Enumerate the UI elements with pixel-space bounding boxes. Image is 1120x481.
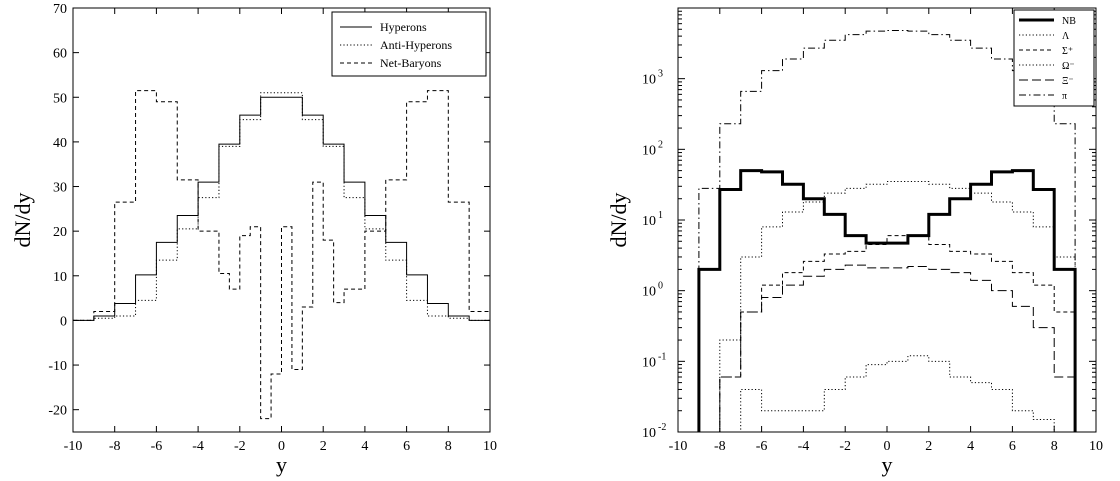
left-y-axis-label: dN/dy <box>10 193 35 248</box>
right-legend-label: Ξ⁻ <box>1062 76 1074 87</box>
left-x-tick-label: -10 <box>64 439 83 454</box>
right-x-tick-label: -2 <box>839 439 851 454</box>
left-series-line-2 <box>73 90 491 420</box>
right-series-line-5 <box>698 30 1076 432</box>
left-series <box>73 90 491 420</box>
left-y-tick-label: 20 <box>53 225 67 240</box>
right-x-tick-label: -6 <box>756 439 768 454</box>
left-x-tick-label: -8 <box>109 439 121 454</box>
right-x-axis-label: y <box>882 452 893 477</box>
right-legend-label: Λ <box>1062 31 1070 42</box>
left-y-tick-label: 0 <box>60 314 67 329</box>
left-y-tick-label: -20 <box>48 404 67 419</box>
left-legend-label: Anti-Hyperons <box>380 38 452 52</box>
left-y-tick-label: 30 <box>53 181 67 196</box>
right-legend-label: NB <box>1062 16 1076 27</box>
right-y-tick-exponent: 3 <box>658 69 663 80</box>
left-x-tick-label: 10 <box>483 439 497 454</box>
right-x-tick-label: 6 <box>1009 439 1016 454</box>
right-legend-box <box>1013 9 1095 107</box>
right-x-tick-label: 0 <box>884 439 891 454</box>
right-series-line-4 <box>698 264 1076 433</box>
right-series-line-0 <box>697 169 1077 432</box>
right-y-tick-exponent: -2 <box>658 422 666 433</box>
left-y-tick-label: -10 <box>48 359 67 374</box>
right-legend-label: π <box>1062 91 1067 102</box>
left-x-tick-label: -6 <box>151 439 163 454</box>
left-y-tick-label: 50 <box>53 91 67 106</box>
left-x-tick-label: -2 <box>234 439 246 454</box>
right-legend: NB Λ Σ⁺ Ω⁻ Ξ⁻ π <box>1013 9 1095 107</box>
right-x-tick-label: -4 <box>798 439 810 454</box>
left-legend: Hyperons Anti-Hyperons Net-Baryons <box>331 11 487 77</box>
left-x-tick-label: 4 <box>361 439 368 454</box>
right-series-line-2 <box>698 235 1076 433</box>
right-y-tick-label: 10 <box>642 73 656 88</box>
right-y-tick-exponent: 0 <box>658 281 663 292</box>
left-x-tick-label: 6 <box>403 439 410 454</box>
right-x-tick-label: -10 <box>669 439 688 454</box>
right-y-tick-label: 10 <box>642 214 656 229</box>
left-x-tick-label: 8 <box>445 439 452 454</box>
right-y-tick-exponent: -1 <box>658 351 666 362</box>
right-legend-label: Σ⁺ <box>1062 46 1073 57</box>
left-legend-label: Hyperons <box>380 20 427 34</box>
right-x-tick-label: 8 <box>1051 439 1058 454</box>
left-x-axis-label: y <box>276 452 287 477</box>
left-x-tick-label: 0 <box>278 439 285 454</box>
right-y-tick-label: 10 <box>642 355 656 370</box>
left-series-line-1 <box>73 92 490 321</box>
right-x-tick-label: -8 <box>714 439 726 454</box>
right-x-tick-label: 2 <box>925 439 932 454</box>
left-y-tick-label: 10 <box>53 270 67 285</box>
left-series-line-0 <box>73 96 490 321</box>
left-legend-label: Net-Baryons <box>380 56 442 70</box>
right-plot-frame <box>677 7 1097 433</box>
left-x-tick-label: 2 <box>320 439 327 454</box>
left-x-tick-label: -4 <box>192 439 204 454</box>
right-y-tick-label: 10 <box>642 426 656 441</box>
right-y-tick-exponent: 2 <box>658 139 663 150</box>
right-y-tick-label: 10 <box>642 143 656 158</box>
right-series-line-1 <box>698 181 1076 433</box>
right-x-tick-label: 4 <box>967 439 974 454</box>
right-series-line-3 <box>698 355 1076 433</box>
right-x-tick-label: 10 <box>1089 439 1103 454</box>
left-chart: -10 -8 -6 -4 -2 0 2 4 6 8 10-20-10010203040506070 … <box>10 2 497 477</box>
right-y-tick-exponent: 1 <box>658 210 663 221</box>
right-y-tick-label: 10 <box>642 285 656 300</box>
left-y-tick-label: 70 <box>53 2 67 17</box>
left-y-tick-label: 40 <box>53 136 67 151</box>
right-series <box>697 30 1077 433</box>
left-legend-box <box>331 11 487 77</box>
left-y-tick-label: 60 <box>53 47 67 62</box>
left-plot-frame <box>72 7 491 433</box>
right-y-axis-label: dN/dy <box>606 193 631 248</box>
right-legend-label: Ω⁻ <box>1062 61 1075 72</box>
